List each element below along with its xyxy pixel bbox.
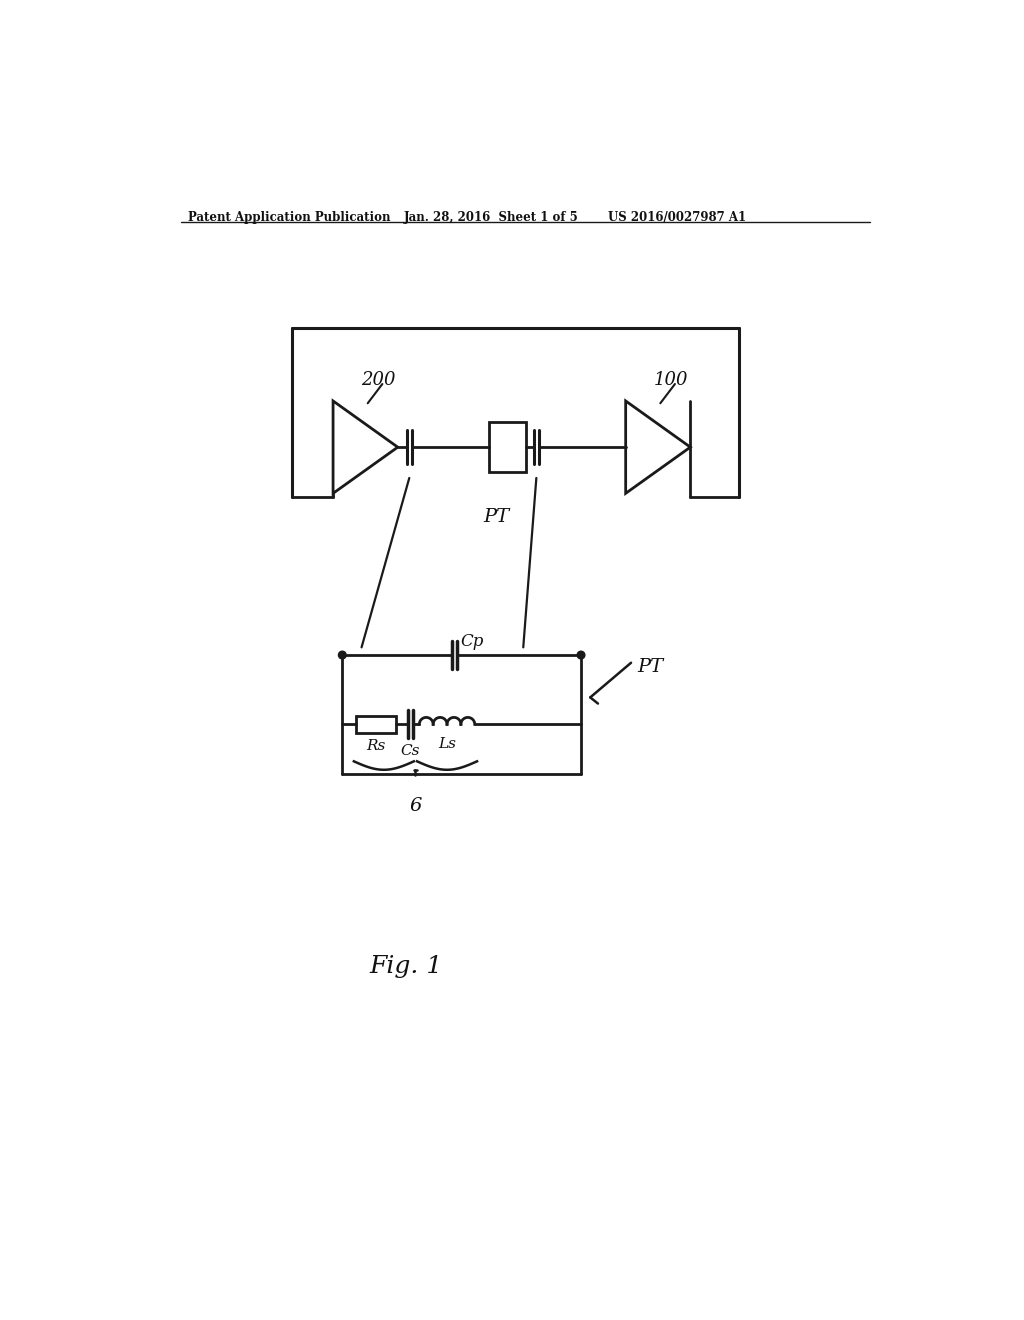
Bar: [489, 422, 526, 471]
Text: Rs: Rs: [367, 739, 386, 752]
Text: Ls: Ls: [438, 738, 456, 751]
Text: PT: PT: [637, 657, 664, 676]
Text: Patent Application Publication: Patent Application Publication: [188, 211, 391, 224]
Text: US 2016/0027987 A1: US 2016/0027987 A1: [608, 211, 746, 224]
Text: 200: 200: [361, 371, 396, 389]
Circle shape: [339, 651, 346, 659]
Text: Jan. 28, 2016  Sheet 1 of 5: Jan. 28, 2016 Sheet 1 of 5: [403, 211, 579, 224]
Bar: [356, 715, 396, 733]
Text: 100: 100: [654, 371, 689, 389]
Text: PT: PT: [483, 508, 509, 527]
Text: Fig. 1: Fig. 1: [370, 956, 442, 978]
Circle shape: [578, 651, 585, 659]
Text: 6: 6: [410, 797, 422, 816]
Text: Cp: Cp: [460, 634, 483, 651]
Text: Cs: Cs: [400, 744, 420, 758]
